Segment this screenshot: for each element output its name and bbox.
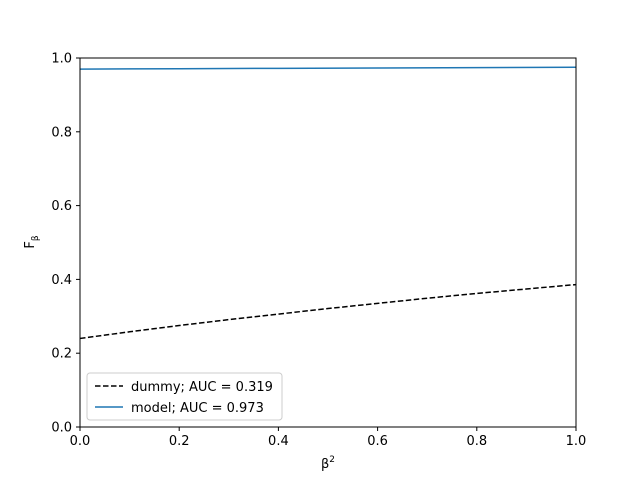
x-tick-label: 1.0: [566, 434, 587, 449]
y-tick-label: 0.4: [51, 273, 72, 288]
y-tick-label: 0.8: [51, 125, 72, 140]
legend: dummy; AUC = 0.319 model; AUC = 0.973: [86, 372, 283, 421]
y-axis-label: Fβ: [23, 235, 41, 248]
series-lines: [79, 66, 577, 340]
x-tick-label: 0.4: [268, 434, 289, 449]
x-tick-label: 0.0: [70, 434, 91, 449]
y-tick-label: 0.6: [51, 199, 72, 214]
x-tick-label: 0.6: [367, 434, 388, 449]
legend-label-model: model; AUC = 0.973: [131, 401, 264, 416]
x-tick-label: 0.2: [169, 434, 190, 449]
plot-frame: [79, 57, 577, 428]
legend-box: [86, 372, 283, 421]
axis-ticks: 0.0 0.2 0.4 0.6 0.8 1.0 0.0 0.2 0.4 0.6 0.8 1.0: [51, 52, 586, 450]
series-line-model: [79, 66, 577, 70]
y-tick-label: 1.0: [51, 52, 72, 67]
y-tick-label: 0.2: [51, 347, 72, 362]
x-tick-label: 0.8: [466, 434, 487, 449]
series-line-dummy: [79, 283, 577, 340]
legend-label-dummy: dummy; AUC = 0.319: [131, 380, 273, 395]
y-tick-label: 0.0: [51, 421, 72, 436]
x-axis-label: β2: [321, 455, 335, 472]
